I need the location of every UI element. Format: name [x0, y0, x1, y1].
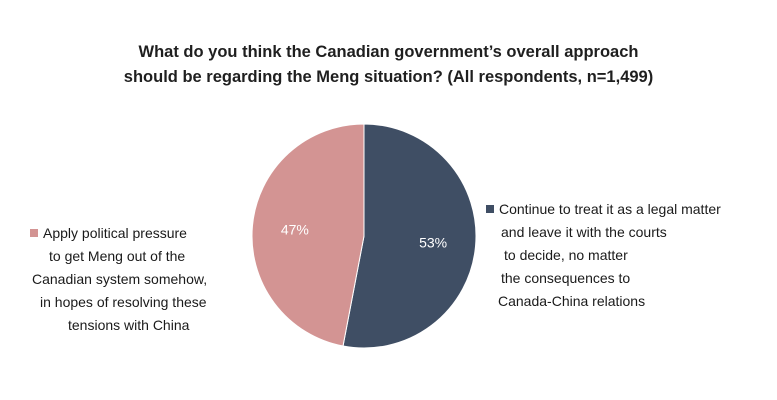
legend-right-line-5: Canada-China relations	[498, 293, 646, 309]
legend-left-line-1: Apply political pressure	[30, 222, 270, 245]
legend-political-pressure: Apply political pressure to get Meng out…	[30, 222, 270, 337]
legend-left-line-4: in hopes of resolving these	[40, 294, 207, 310]
legend-right-text-1: Continue to treat it as a legal matter	[499, 201, 721, 217]
legend-legal-matter: Continue to treat it as a legal matter a…	[486, 198, 771, 313]
legend-right-line-1: Continue to treat it as a legal matter	[486, 198, 771, 221]
pie-slice-political-pressure	[251, 123, 365, 347]
legend-left-text-1: Apply political pressure	[43, 225, 187, 241]
chart-title: What do you think the Canadian governmen…	[0, 40, 777, 90]
chart-title-line-1: What do you think the Canadian governmen…	[138, 43, 639, 61]
legend-left-line-3: Canadian system somehow,	[32, 271, 208, 287]
legend-right-line-3: to decide, no matter	[504, 247, 628, 263]
legend-left-line-5: tensions with China	[68, 317, 190, 333]
chart-title-line-2: should be regarding the Meng situation? …	[123, 68, 654, 86]
legend-right-line-4: the consequences to	[501, 270, 631, 286]
legend-left-line-2: to get Meng out of the	[49, 248, 186, 264]
legend-marker-political-pressure	[30, 229, 38, 237]
legend-right-line-2: and leave it with the courts	[501, 224, 667, 240]
pie-slice-legal-matter	[342, 123, 477, 349]
pie-label-political-pressure: 47%	[281, 221, 309, 237]
legend-marker-legal-matter	[486, 205, 494, 213]
pie-label-legal-matter: 53%	[419, 235, 447, 251]
